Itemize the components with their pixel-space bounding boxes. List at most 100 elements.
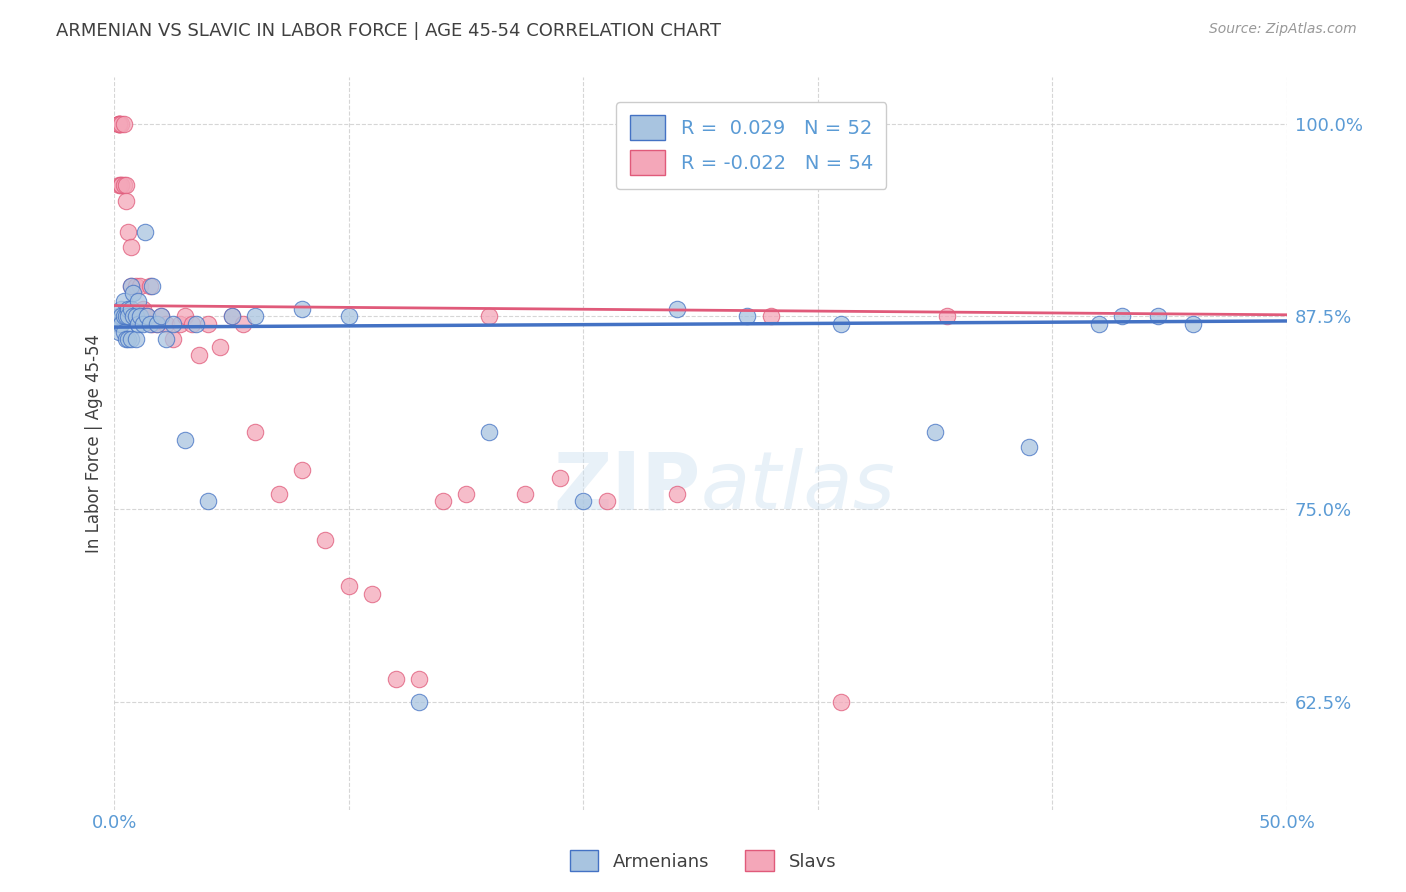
Point [124, 333, 146, 347]
Point [432, 494, 454, 508]
Point [112, 310, 135, 324]
Point [115, 333, 138, 347]
Point [141, 278, 163, 293]
Point [136, 310, 159, 324]
Point [830, 695, 852, 709]
Point [115, 178, 138, 193]
Point [180, 317, 202, 331]
Point [110, 117, 132, 131]
Point [924, 425, 946, 439]
Point [243, 310, 266, 324]
Point [162, 317, 184, 331]
Point [117, 301, 139, 316]
Point [155, 317, 177, 331]
Point [155, 333, 177, 347]
Point [124, 310, 146, 324]
Point [513, 486, 536, 500]
Point [110, 310, 132, 324]
Point [243, 425, 266, 439]
Point [117, 225, 139, 239]
Point [267, 486, 290, 500]
Point [232, 317, 254, 331]
Point [737, 310, 759, 324]
Point [127, 293, 149, 308]
Point [122, 310, 145, 324]
Point [221, 310, 243, 324]
Legend: R =  0.029   N = 52, R = -0.022   N = 54: R = 0.029 N = 52, R = -0.022 N = 54 [616, 102, 886, 189]
Point [173, 433, 195, 447]
Point [361, 587, 384, 601]
Point [221, 310, 243, 324]
Legend: Armenians, Slavs: Armenians, Slavs [562, 843, 844, 879]
Point [108, 117, 131, 131]
Point [138, 317, 160, 331]
Point [187, 348, 209, 362]
Point [408, 695, 430, 709]
Point [1018, 441, 1040, 455]
Point [110, 178, 132, 193]
Point [572, 494, 595, 508]
Point [666, 486, 689, 500]
Point [134, 225, 156, 239]
Point [122, 286, 145, 301]
Text: atlas: atlas [700, 449, 896, 526]
Point [173, 310, 195, 324]
Point [666, 301, 689, 316]
Point [108, 117, 131, 131]
Text: ZIP: ZIP [553, 449, 700, 526]
Point [759, 310, 782, 324]
Point [337, 579, 360, 593]
Point [150, 310, 173, 324]
Point [314, 533, 336, 547]
Point [134, 310, 156, 324]
Point [1111, 310, 1133, 324]
Point [1146, 310, 1168, 324]
Point [291, 463, 314, 477]
Point [120, 278, 142, 293]
Y-axis label: In Labor Force | Age 45-54: In Labor Force | Age 45-54 [86, 334, 103, 553]
Point [120, 278, 142, 293]
Point [337, 310, 360, 324]
Point [110, 317, 132, 331]
Point [108, 317, 131, 331]
Point [935, 310, 957, 324]
Point [131, 301, 153, 316]
Point [108, 117, 131, 131]
Point [127, 310, 149, 324]
Point [122, 310, 145, 324]
Point [110, 301, 132, 316]
Text: ARMENIAN VS SLAVIC IN LABOR FORCE | AGE 45-54 CORRELATION CHART: ARMENIAN VS SLAVIC IN LABOR FORCE | AGE … [56, 22, 721, 40]
Point [129, 278, 152, 293]
Point [478, 425, 501, 439]
Point [454, 486, 477, 500]
Point [112, 325, 135, 339]
Point [141, 317, 163, 331]
Text: Source: ZipAtlas.com: Source: ZipAtlas.com [1209, 22, 1357, 37]
Point [129, 310, 152, 324]
Point [136, 310, 159, 324]
Point [117, 333, 139, 347]
Point [108, 117, 131, 131]
Point [108, 310, 131, 324]
Point [830, 317, 852, 331]
Point [131, 317, 153, 331]
Point [145, 317, 167, 331]
Point [112, 178, 135, 193]
Point [120, 333, 142, 347]
Point [408, 672, 430, 686]
Point [197, 494, 219, 508]
Point [110, 178, 132, 193]
Point [162, 333, 184, 347]
Point [150, 310, 173, 324]
Point [186, 317, 208, 331]
Point [112, 293, 135, 308]
Point [120, 240, 142, 254]
Point [127, 317, 149, 331]
Point [117, 310, 139, 324]
Point [124, 278, 146, 293]
Point [596, 494, 619, 508]
Point [169, 317, 191, 331]
Point [108, 178, 131, 193]
Point [138, 278, 160, 293]
Point [384, 672, 406, 686]
